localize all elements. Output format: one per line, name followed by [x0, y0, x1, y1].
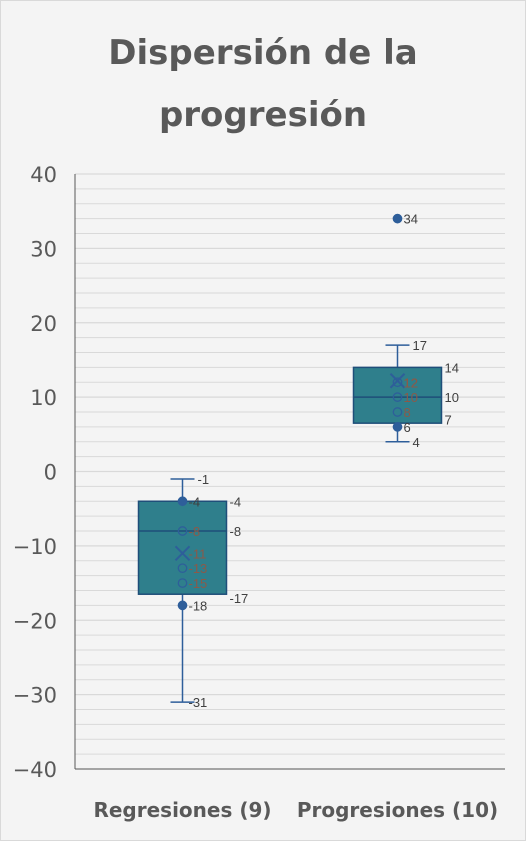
x-tick-label: Progresiones (10): [297, 798, 498, 822]
data-label: -17: [230, 591, 249, 606]
y-tick-label: 40: [30, 163, 57, 187]
y-tick-label: −40: [13, 758, 57, 782]
data-label: 4: [413, 435, 420, 450]
data-label: 10: [404, 390, 418, 405]
y-tick-label: −30: [13, 684, 57, 708]
data-label: 7: [445, 412, 452, 427]
data-point: [177, 563, 188, 574]
data-point: [392, 213, 403, 224]
box-iqr: [137, 500, 228, 595]
data-label: 34: [404, 212, 418, 227]
data-label: -15: [189, 576, 208, 591]
data-point: [177, 526, 188, 536]
x-tick-label: Regresiones (9): [93, 798, 271, 822]
data-label: -11: [189, 546, 207, 561]
box-iqr: [352, 366, 443, 424]
data-label: 10: [445, 390, 459, 405]
data-label: -13: [189, 561, 208, 576]
y-tick-label: 30: [30, 237, 57, 261]
data-point: [392, 422, 403, 432]
data-label: 14: [445, 360, 459, 375]
mean-marker: [389, 373, 406, 389]
y-tick-label: 0: [44, 461, 57, 485]
chart-title-line-2: progresión: [158, 95, 368, 135]
data-point: [392, 392, 403, 402]
data-point: [177, 600, 188, 611]
data-label: -4: [230, 494, 242, 509]
data-label: 17: [413, 338, 427, 353]
data-label: 6: [404, 420, 411, 435]
data-label: 12: [404, 375, 418, 390]
data-label: -1: [198, 472, 210, 487]
data-point: [177, 496, 188, 507]
data-label: 12: [404, 375, 418, 390]
data-point: [392, 407, 403, 417]
data-point: [392, 377, 403, 388]
data-label: -18: [189, 598, 208, 613]
y-tick-label: 20: [30, 312, 57, 336]
y-tick-label: −10: [13, 535, 57, 559]
data-label: -4: [189, 494, 201, 509]
data-point: [177, 578, 188, 588]
chart-title-line-1: Dispersión de la: [108, 33, 418, 73]
data-label: -31: [189, 695, 208, 710]
data-label: 8: [404, 405, 411, 420]
y-tick-label: 10: [30, 386, 57, 410]
mean-marker: [174, 545, 191, 562]
data-label: -8: [230, 524, 242, 539]
y-tick-label: −20: [13, 609, 57, 633]
data-label: -8: [189, 524, 201, 539]
